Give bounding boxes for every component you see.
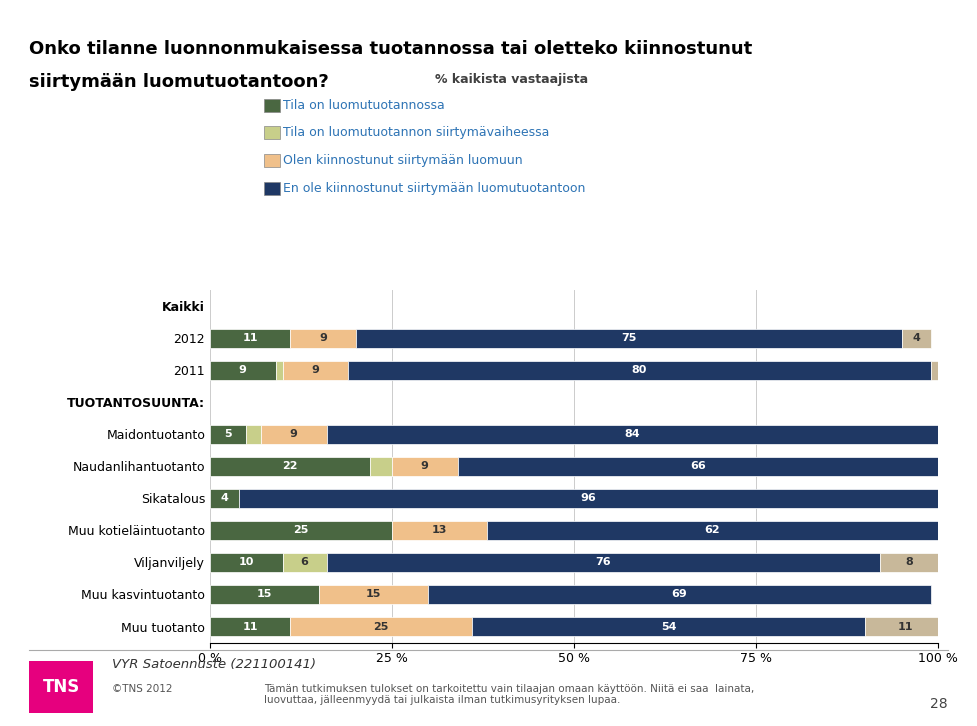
Bar bbox=[392, 457, 457, 476]
Bar bbox=[210, 489, 239, 508]
Text: 11: 11 bbox=[898, 621, 913, 632]
Text: 15: 15 bbox=[366, 590, 381, 600]
Bar bbox=[370, 457, 392, 476]
Bar bbox=[210, 553, 283, 572]
Text: VYR Satoennuste (221100141): VYR Satoennuste (221100141) bbox=[112, 658, 317, 672]
Bar bbox=[210, 521, 392, 540]
Text: Olen kiinnostunut siirtymään luomuun: Olen kiinnostunut siirtymään luomuun bbox=[283, 154, 523, 167]
Text: 96: 96 bbox=[580, 494, 596, 503]
Bar bbox=[326, 553, 879, 572]
Text: siirtymään luomutuotantoon?: siirtymään luomutuotantoon? bbox=[29, 73, 329, 91]
Text: 84: 84 bbox=[624, 430, 640, 439]
Text: 8: 8 bbox=[905, 558, 913, 568]
Text: 25: 25 bbox=[293, 526, 309, 536]
Text: 5: 5 bbox=[225, 430, 233, 439]
Bar bbox=[866, 617, 945, 636]
Text: 9: 9 bbox=[421, 462, 429, 471]
Text: 69: 69 bbox=[671, 590, 688, 600]
Text: 66: 66 bbox=[690, 462, 705, 471]
Bar bbox=[931, 361, 938, 380]
Text: 11: 11 bbox=[242, 621, 258, 632]
Text: En ole kiinnostunut siirtymään luomutuotantoon: En ole kiinnostunut siirtymään luomutuot… bbox=[283, 182, 585, 195]
Bar bbox=[210, 361, 276, 380]
Text: 80: 80 bbox=[632, 365, 647, 375]
Text: 75: 75 bbox=[621, 333, 636, 343]
Bar bbox=[210, 585, 319, 604]
Bar bbox=[210, 617, 290, 636]
Bar bbox=[487, 521, 938, 540]
Bar bbox=[428, 585, 931, 604]
Bar bbox=[283, 553, 326, 572]
Text: 54: 54 bbox=[660, 621, 676, 632]
Bar bbox=[210, 329, 290, 348]
Text: 13: 13 bbox=[432, 526, 447, 536]
Bar bbox=[326, 425, 938, 444]
Bar bbox=[349, 361, 931, 380]
Text: Onko tilanne luonnonmukaisessa tuotannossa tai oletteko kiinnostunut: Onko tilanne luonnonmukaisessa tuotannos… bbox=[29, 40, 752, 58]
Bar bbox=[210, 425, 246, 444]
Text: TNS: TNS bbox=[42, 678, 80, 696]
Text: 28: 28 bbox=[930, 698, 948, 711]
Text: Tila on luomutuotannon siirtymävaiheessa: Tila on luomutuotannon siirtymävaiheessa bbox=[283, 126, 549, 139]
Bar bbox=[239, 489, 938, 508]
Text: 22: 22 bbox=[282, 462, 298, 471]
Text: 11: 11 bbox=[242, 333, 258, 343]
Bar bbox=[276, 361, 283, 380]
Text: % kaikista vastaajista: % kaikista vastaajista bbox=[435, 73, 588, 86]
Text: 25: 25 bbox=[373, 621, 389, 632]
Bar bbox=[392, 521, 487, 540]
Bar bbox=[356, 329, 902, 348]
Bar bbox=[879, 553, 938, 572]
Bar bbox=[902, 329, 931, 348]
Text: 62: 62 bbox=[704, 526, 720, 536]
Text: 4: 4 bbox=[221, 494, 229, 503]
Bar bbox=[261, 425, 326, 444]
Bar bbox=[457, 457, 938, 476]
Text: Tila on luomutuotannossa: Tila on luomutuotannossa bbox=[283, 99, 445, 112]
Bar bbox=[290, 329, 356, 348]
Bar bbox=[210, 457, 370, 476]
Text: 76: 76 bbox=[595, 558, 611, 568]
Bar bbox=[246, 425, 261, 444]
Text: 9: 9 bbox=[290, 430, 298, 439]
Text: 9: 9 bbox=[238, 365, 247, 375]
Bar bbox=[319, 585, 429, 604]
Text: 9: 9 bbox=[319, 333, 327, 343]
Bar bbox=[283, 361, 349, 380]
Bar bbox=[290, 617, 472, 636]
Text: 15: 15 bbox=[257, 590, 273, 600]
Text: ©TNS 2012: ©TNS 2012 bbox=[112, 684, 173, 694]
Text: 4: 4 bbox=[913, 333, 920, 343]
Text: Tämän tutkimuksen tulokset on tarkoitettu vain tilaajan omaan käyttöön. Niitä ei: Tämän tutkimuksen tulokset on tarkoitett… bbox=[264, 684, 754, 706]
Bar bbox=[472, 617, 866, 636]
Text: 9: 9 bbox=[312, 365, 319, 375]
Text: 10: 10 bbox=[238, 558, 254, 568]
Text: 6: 6 bbox=[301, 558, 309, 568]
